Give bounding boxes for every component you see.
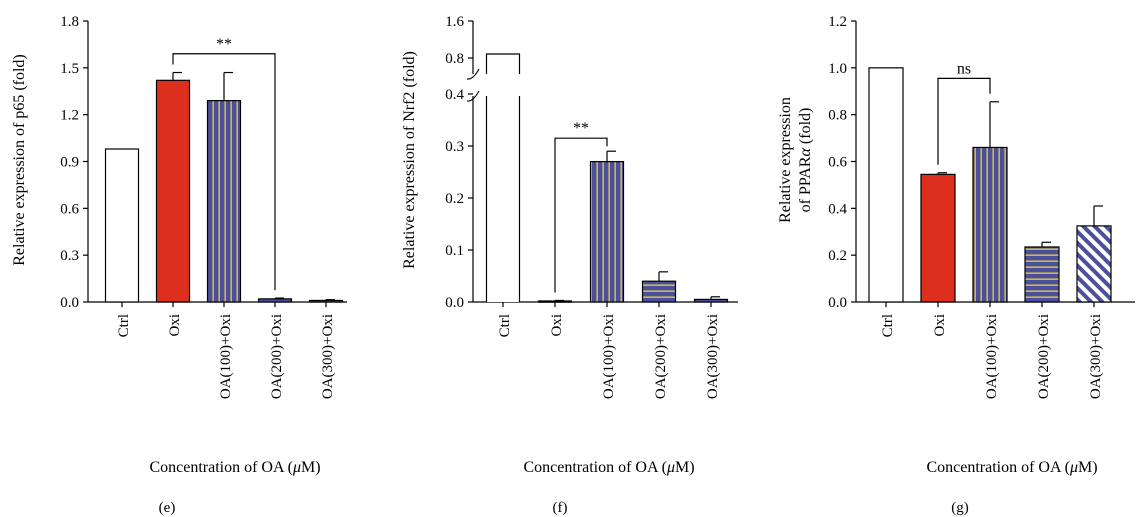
axis-break-mark	[466, 90, 480, 102]
chart-panel-e: 0.0 0.3 0.6 0.9 1.2 1.5 1.8 Ctrl Oxi OA(100)+Oxi O…	[11, 14, 347, 516]
y-tick-label: 1.0	[828, 61, 847, 77]
y-tick-label: 0.2	[828, 248, 847, 264]
bar	[920, 173, 956, 303]
y-axis-label: Relative expression of p65 (fold)	[11, 54, 28, 266]
bar	[868, 67, 904, 303]
bar	[206, 100, 242, 303]
x-tick-label: Ctrl	[497, 314, 513, 337]
x-tick-label: OA(200)+Oxi	[1036, 314, 1052, 399]
panel-label: (f)	[553, 500, 568, 516]
y-tick-label: 0.2	[445, 191, 464, 207]
axis-break-mark	[466, 68, 480, 80]
x-tick-label: OA(200)+Oxi	[653, 314, 669, 399]
y-tick-label: 0.8	[445, 51, 464, 67]
bar	[693, 298, 729, 303]
x-tick-label: OA(100)+Oxi	[601, 314, 617, 399]
x-tick-label: OA(100)+Oxi	[218, 314, 234, 399]
x-tick-label: Oxi	[549, 314, 565, 337]
x-tick-label: OA(200)+Oxi	[269, 314, 285, 399]
x-tick-label: OA(300)+Oxi	[1088, 314, 1104, 399]
bar	[104, 148, 140, 303]
y-tick-label: 0.1	[445, 243, 464, 259]
x-tick-label: Ctrl	[116, 314, 132, 337]
y-tick-label: 0.0	[828, 295, 847, 311]
bar	[537, 300, 573, 303]
y-tick-label: 1.6	[445, 14, 464, 30]
x-tick-label: Ctrl	[880, 314, 896, 337]
bar	[1076, 225, 1112, 303]
bar	[1024, 246, 1060, 303]
y-axis-label: Relative expression	[777, 97, 794, 223]
y-axis-label: Relative expression of Nrf2 (fold)	[401, 51, 418, 269]
significance-label: ns	[957, 60, 971, 77]
x-axis-label: Concentration of OA (μM)	[149, 459, 320, 476]
y-tick-label: 0.0	[60, 295, 79, 311]
y-tick-label: 0.3	[60, 248, 79, 264]
y-tick-label: 0.8	[828, 108, 847, 124]
panel-label: (g)	[951, 500, 969, 516]
y-tick-label: 1.2	[60, 108, 79, 124]
y-tick-label: 0.0	[445, 295, 464, 311]
x-tick-label: OA(100)+Oxi	[984, 314, 1000, 399]
bar	[155, 79, 191, 303]
y-tick-label: 0.3	[445, 139, 464, 155]
significance-bracket	[937, 77, 991, 165]
y-tick-label: 0.4	[445, 87, 464, 103]
y-tick-label: 0.6	[60, 201, 79, 217]
significance-bracket	[172, 53, 276, 291]
bar	[257, 298, 293, 303]
significance-bracket	[554, 137, 608, 293]
y-tick-label: 1.5	[60, 61, 79, 77]
y-axis-label-line2: of PPARα (fold)	[797, 108, 814, 213]
chart-panel-g: 0.0 0.2 0.4 0.6 0.8 1.0 1.2 Ctrl Oxi OA(100)+Oxi O…	[777, 14, 1135, 516]
bar	[308, 299, 344, 303]
bar	[641, 280, 677, 303]
y-tick-label: 1.2	[828, 14, 847, 30]
bar-top	[485, 53, 521, 74]
significance-label: **	[216, 36, 232, 53]
x-axis-label: Concentration of OA (μM)	[926, 459, 1097, 476]
panel-label: (e)	[159, 500, 176, 516]
x-tick-label: Oxi	[167, 314, 183, 337]
x-tick-label: Oxi	[932, 314, 948, 337]
x-tick-label: OA(300)+Oxi	[320, 314, 336, 399]
y-tick-label: 0.6	[828, 155, 847, 171]
y-tick-label: 0.9	[60, 155, 79, 171]
significance-label: **	[573, 120, 589, 137]
chart-panel-f: 0.0 0.1 0.2 0.3 0.4 0.8 1.6 Ctrl Oxi OA(100)+Oxi O…	[401, 14, 738, 516]
y-tick-label: 0.4	[828, 201, 847, 217]
bar	[486, 96, 520, 302]
bar	[589, 161, 625, 303]
x-tick-label: OA(300)+Oxi	[705, 314, 721, 399]
y-tick-label: 1.8	[60, 14, 79, 30]
x-axis-label: Concentration of OA (μM)	[523, 459, 694, 476]
bar	[972, 146, 1008, 303]
